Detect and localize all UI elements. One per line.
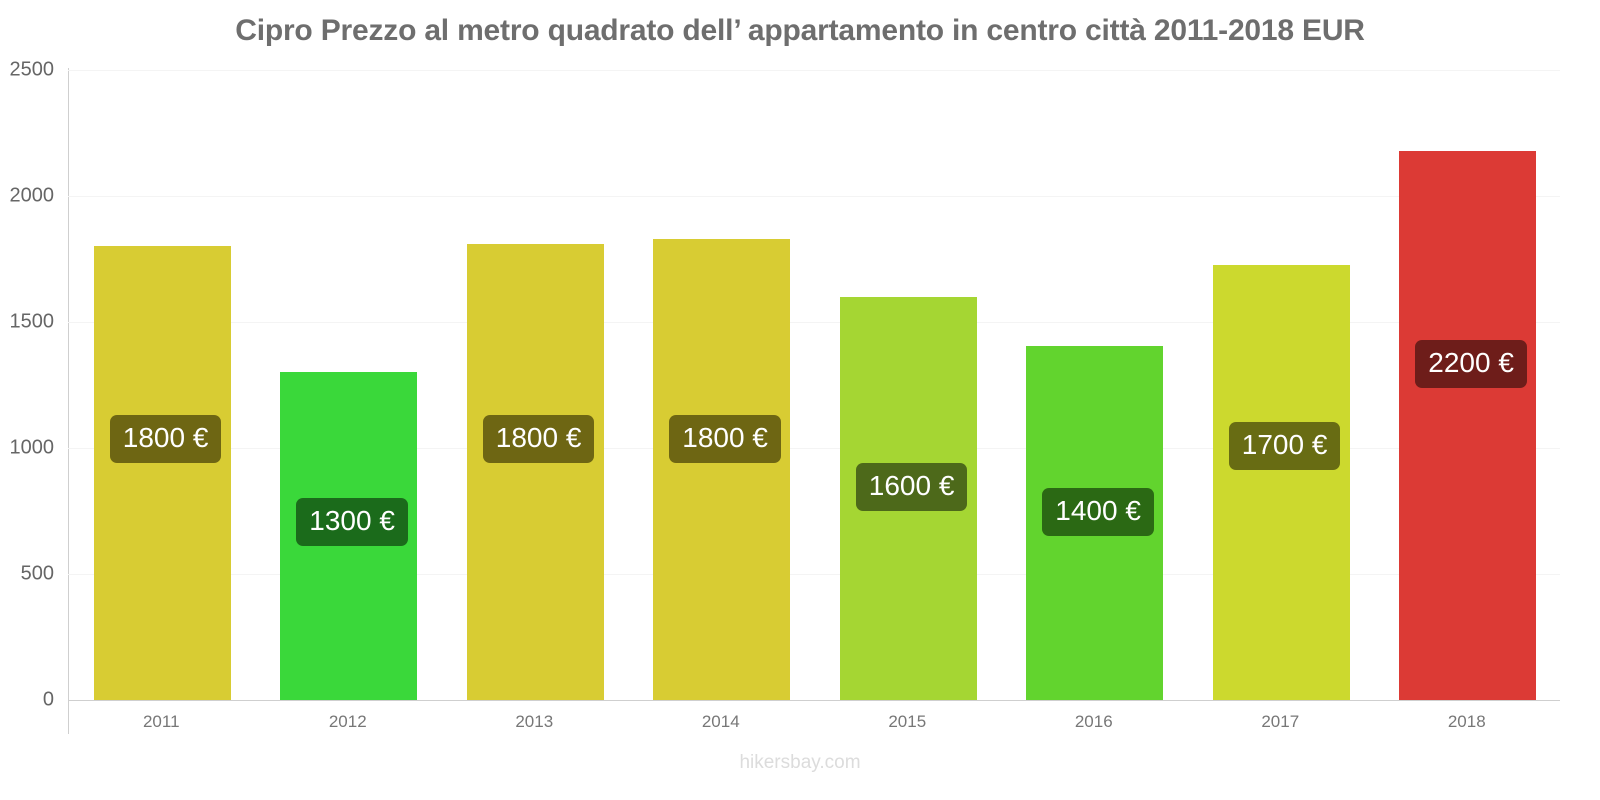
gridline-500	[68, 574, 1560, 575]
y-axis-line	[68, 68, 69, 734]
bar-2013[interactable]	[466, 243, 604, 700]
bar-value-label-2012: 1300 €	[296, 498, 408, 547]
x-axis-tick-label-2012: 2012	[328, 712, 367, 731]
bar-value-label-2016: 1400 €	[1042, 488, 1154, 537]
y-axis-tick-label: 1500	[9, 310, 55, 333]
x-axis-tick-label-2016: 2016	[1074, 712, 1113, 731]
bar-value-label-2011: 1800 €	[109, 415, 222, 464]
bar-2017[interactable]	[1212, 265, 1350, 700]
bar-2018[interactable]	[1399, 150, 1537, 700]
x-axis-tick-label-2015: 2015	[888, 712, 927, 731]
bar-value-label-2014: 1800 €	[669, 415, 781, 464]
gridline-0	[68, 700, 1560, 701]
bar-2014[interactable]	[653, 238, 791, 700]
x-axis-tick-label-2011: 2011	[142, 712, 180, 731]
bar-value-label-2013: 1800 €	[482, 415, 595, 464]
gridline-1500	[68, 322, 1560, 323]
bar-2011[interactable]	[93, 246, 231, 700]
x-axis-tick-label-2013: 2013	[515, 712, 554, 731]
y-axis-tick-label: 2000	[9, 184, 55, 207]
y-axis-tick-label: 1000	[9, 436, 55, 459]
gridline-2000	[68, 196, 1560, 197]
bar-value-label-2017: 1700 €	[1228, 421, 1341, 470]
gridline-1000	[68, 448, 1560, 449]
gridline-2500	[68, 70, 1560, 71]
watermark: hikersbay.com	[739, 752, 861, 773]
bar-value-label-2018: 2200 €	[1415, 339, 1527, 388]
x-axis-tick-label-2014: 2014	[701, 712, 740, 731]
x-axis-tick-label-2017: 2017	[1261, 712, 1300, 731]
x-axis-tick-label-2018: 2018	[1447, 712, 1486, 731]
y-axis-tick-label: 2500	[9, 58, 55, 81]
y-axis-tick-label: 0	[42, 688, 54, 711]
y-axis-tick-label: 500	[20, 562, 54, 585]
plot-area: 1800 € 1300 € 1800 € 1800 € 1600 € 1400 € 1700…	[68, 70, 1560, 701]
chart-title: Cipro Prezzo al metro quadrato dell’ app…	[235, 14, 1365, 47]
bar-value-label-2015: 1600 €	[855, 463, 968, 512]
